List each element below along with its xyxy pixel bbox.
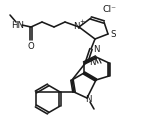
Text: +: + [79, 19, 85, 25]
Text: N: N [89, 58, 95, 66]
Text: N: N [85, 95, 91, 105]
Text: HN: HN [12, 20, 24, 29]
Text: N: N [93, 44, 99, 54]
Text: Cl⁻: Cl⁻ [102, 4, 116, 13]
Text: O: O [28, 42, 34, 50]
Text: S: S [110, 29, 116, 39]
Text: N: N [73, 22, 79, 30]
